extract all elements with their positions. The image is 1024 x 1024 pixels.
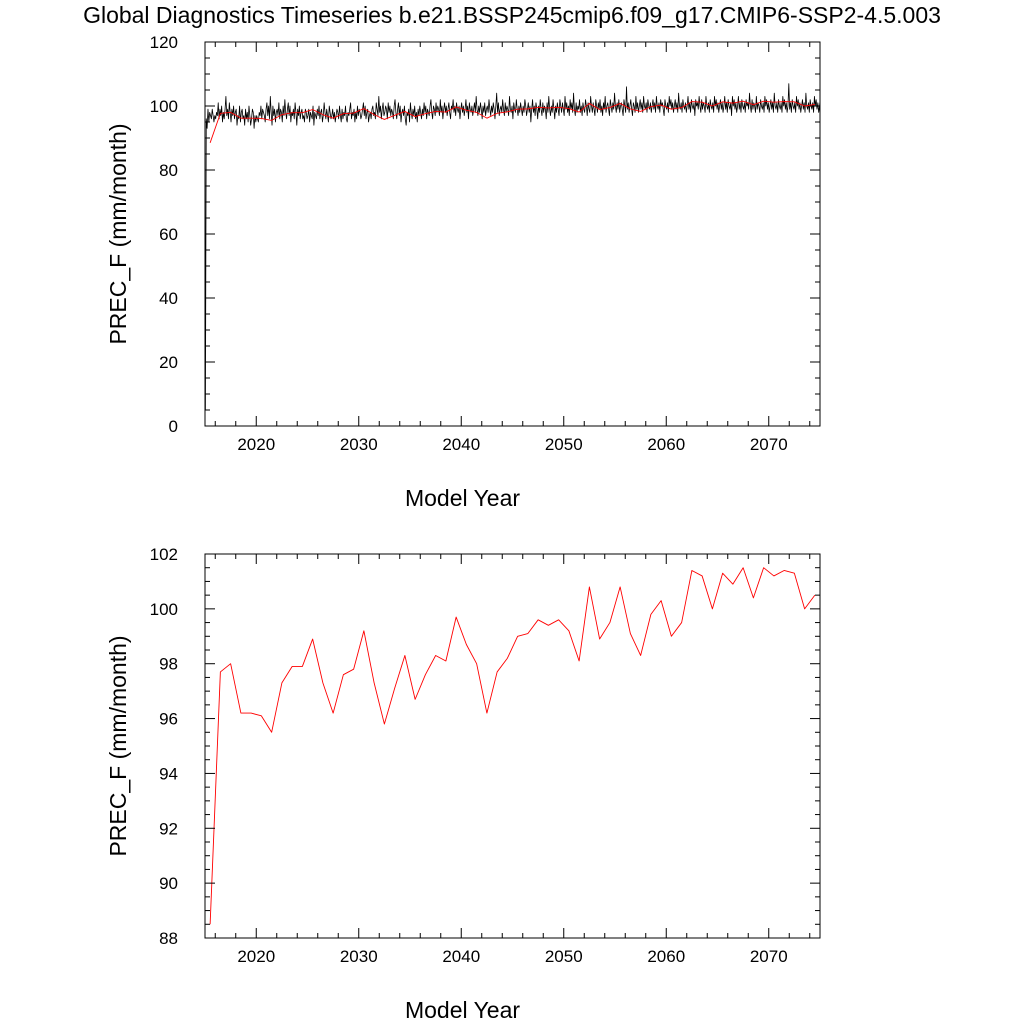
y-axis-title: PREC_F (mm/month) [105,123,131,344]
y-tick-label: 90 [159,874,178,893]
y-tick-label: 88 [159,929,178,948]
y-tick-label: 92 [159,819,178,838]
x-tick-label: 2060 [647,435,685,454]
annual-mean-series-line [209,100,815,143]
x-tick-label: 2020 [237,947,275,966]
y-tick-label: 102 [150,545,178,564]
x-tick-label: 2020 [237,435,275,454]
y-tick-label: 94 [159,764,178,783]
x-tick-label: 2030 [340,435,378,454]
y-axis-title: PREC_F (mm/month) [105,635,131,856]
series-group [209,567,816,925]
y-tick-label: 120 [150,33,178,52]
figure-title: Global Diagnostics Timeseries b.e21.BSSP… [83,2,941,28]
y-tick-label: 96 [159,710,178,729]
x-tick-label: 2060 [647,947,685,966]
x-tick-label: 2050 [545,435,583,454]
y-tick-label: 100 [150,97,178,116]
x-axis-title: Model Year [405,997,520,1023]
annual-mean-series-line [209,567,816,925]
y-tick-label: 40 [159,289,178,308]
x-tick-label: 2030 [340,947,378,966]
x-tick-label: 2040 [442,947,480,966]
y-tick-label: 98 [159,655,178,674]
x-tick-label: 2070 [750,435,788,454]
x-tick-label: 2070 [750,947,788,966]
top-panel: 2020 2030 2040 2050 2060 2070020406080100120M… [105,33,821,511]
plot-frame [204,553,821,939]
plot-frame [204,41,821,427]
x-tick-label: 2050 [545,947,583,966]
series-group [205,83,820,411]
bottom-panel: 2020 2030 2040 2050 2060 2070 88 90 92 94 96 98 100 1… [105,545,821,1023]
y-tick-label: 20 [159,353,178,372]
monthly-series-line [205,83,820,411]
x-tick-label: 2040 [442,435,480,454]
y-tick-label: 60 [159,225,178,244]
y-tick-label: 0 [169,417,178,436]
y-tick-label: 100 [150,600,178,619]
x-axis-title: Model Year [405,485,520,511]
y-tick-label: 80 [159,161,178,180]
